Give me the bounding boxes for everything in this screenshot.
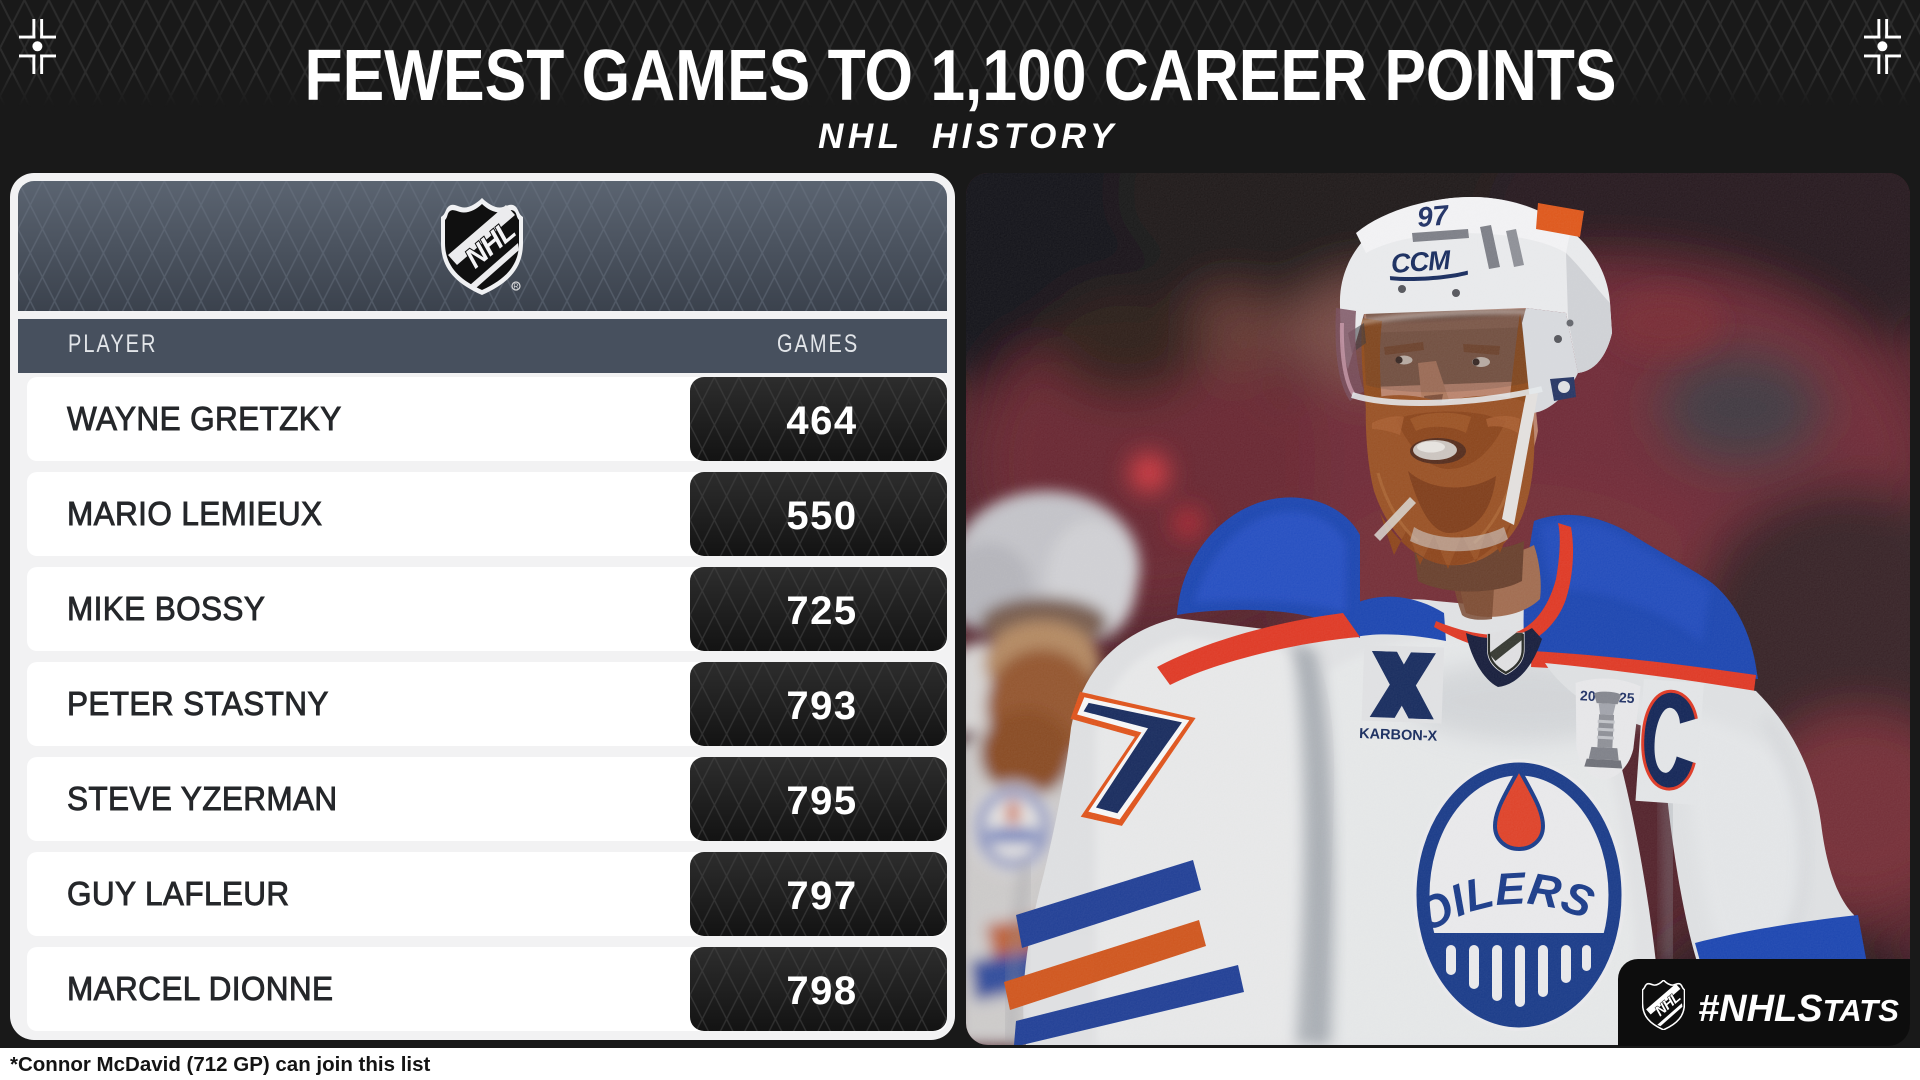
svg-text:R: R	[513, 284, 518, 291]
